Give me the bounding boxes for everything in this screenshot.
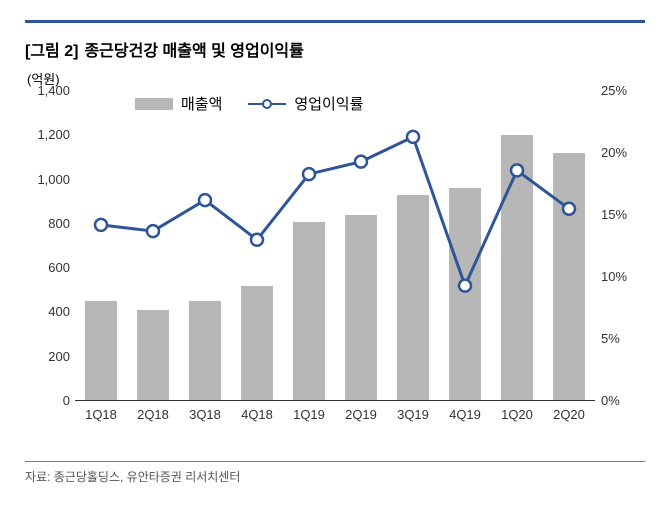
y-left-tick: 800 <box>30 216 70 231</box>
y-right-tick: 15% <box>601 207 627 222</box>
chart-area: (억원) 02004006008001,0001,2001,400 0%5%10… <box>25 71 645 431</box>
y-right-tick: 5% <box>601 331 620 346</box>
x-label: 4Q18 <box>241 407 273 422</box>
x-label: 4Q19 <box>449 407 481 422</box>
bar <box>397 195 429 401</box>
source-text: 자료: 종근당홀딩스, 유안타증권 리서치센터 <box>25 468 645 485</box>
y-left-tick: 1,200 <box>30 127 70 142</box>
bar <box>553 153 585 401</box>
legend-bar-label: 매출액 <box>181 93 222 114</box>
x-label: 2Q20 <box>553 407 585 422</box>
x-label: 1Q20 <box>501 407 533 422</box>
bar <box>345 215 377 401</box>
y-left-tick: 0 <box>30 393 70 408</box>
bar <box>85 301 117 401</box>
legend-line-label: 영업이익률 <box>294 93 363 114</box>
bottom-rule <box>25 461 645 462</box>
x-axis-line <box>75 400 595 401</box>
bar <box>189 301 221 401</box>
bar-series <box>75 91 595 401</box>
y-left-tick: 600 <box>30 260 70 275</box>
y-right-tick: 20% <box>601 145 627 160</box>
legend: 매출액 영업이익률 <box>135 93 363 114</box>
x-label: 3Q19 <box>397 407 429 422</box>
bar <box>293 222 325 401</box>
chart-title-row: [그림 2] 종근당건강 매출액 및 영업이익률 <box>25 37 645 61</box>
figure-label: [그림 2] <box>25 37 78 61</box>
y-left-tick: 1,400 <box>30 83 70 98</box>
y-right-tick: 10% <box>601 269 627 284</box>
plot-area: 1Q182Q183Q184Q181Q192Q193Q194Q191Q202Q20 <box>75 91 595 401</box>
bar <box>501 135 533 401</box>
bar <box>449 188 481 401</box>
x-label: 1Q19 <box>293 407 325 422</box>
chart-title: 종근당건강 매출액 및 영업이익률 <box>84 37 303 61</box>
bar <box>137 310 169 401</box>
x-label: 2Q19 <box>345 407 377 422</box>
y-left-tick: 400 <box>30 304 70 319</box>
legend-bar-swatch <box>135 98 173 110</box>
bar <box>241 286 273 401</box>
y-left-tick: 1,000 <box>30 172 70 187</box>
legend-line-swatch <box>248 98 286 110</box>
x-label: 1Q18 <box>85 407 117 422</box>
y-right-tick: 0% <box>601 393 620 408</box>
y-left-tick: 200 <box>30 349 70 364</box>
x-label: 3Q18 <box>189 407 221 422</box>
x-label: 2Q18 <box>137 407 169 422</box>
y-right-tick: 25% <box>601 83 627 98</box>
top-rule <box>25 20 645 23</box>
